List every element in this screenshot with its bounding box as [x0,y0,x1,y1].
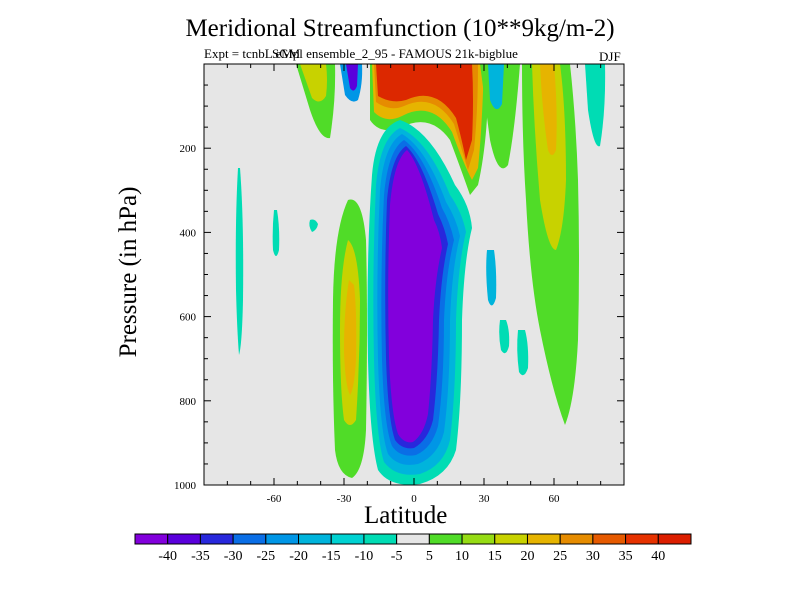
colorbar-swatch [625,533,659,545]
y-tick-label: 800 [180,396,197,408]
axis-ticks: -60 -30 0 30 60 200 400 600 800 1000 [174,64,624,505]
colorbar-label: 5 [426,549,433,564]
contour-layer [235,64,606,485]
colorbar-label: 20 [520,549,534,564]
colorbar-label: -35 [191,549,210,564]
colorbar-swatch [494,533,528,545]
contour-patch-minus55 [272,210,280,256]
contour-patch-plus32 [486,250,497,306]
colorbar-label: -25 [256,549,275,564]
colorbar-swatch [657,533,692,545]
x-tick-label: -60 [267,493,282,505]
contour-upper-right-blue [488,64,504,110]
colorbar-swatch [526,533,561,545]
contour-south-ferrel-orange [344,280,357,395]
y-tick-label: 1000 [174,480,197,492]
colorbar-swatch [134,533,169,545]
y-tick-label: 400 [180,227,197,239]
colorbar: -40 -35 -30 -25 -20 -15 -10 -5 5 10 15 20 25 30 35 40 [134,533,692,564]
x-tick-label: 60 [549,493,561,505]
y-tick-label: 600 [180,312,197,324]
chart-title: Meridional Streamfunction (10**9kg/m-2) [185,15,615,42]
contour-upper-neg-small-core [346,64,358,91]
colorbar-swatch [330,533,365,545]
colorbar-swatch [363,533,398,545]
colorbar-label: -20 [289,549,308,564]
colorbar-label: 25 [553,549,567,564]
colorbar-swatch [167,533,201,545]
season-label: DJF [599,49,621,64]
colorbar-label: 35 [619,549,633,564]
contour-south-polar-patch [235,168,244,355]
colorbar-label: 40 [651,549,665,564]
contour-upper-pos-red [376,64,473,160]
colorbar-label: 10 [455,549,469,564]
contour-hadley-core [388,150,442,443]
colorbar-swatch [265,533,300,545]
colorbar-swatch [232,533,267,545]
contour-north-polar [585,64,606,147]
colorbar-swatch [559,533,594,545]
x-tick-label: -30 [337,493,352,505]
contour-patch-plus38 [499,320,510,354]
contour-patch-minus40 [309,219,318,232]
contour-north-ferrel-orange [540,64,557,155]
x-tick-label: 30 [479,493,491,505]
colorbar-label: -30 [224,549,243,564]
colorbar-label: 30 [586,549,600,564]
colorbar-swatch [396,533,430,545]
colorbar-swatch [461,533,496,545]
colorbar-swatch [592,533,627,545]
chart-subtitle: Expt = tcnbL eMpl ensemble_2_95 - FAMOUS… [204,46,518,61]
y-tick-label: 200 [180,143,197,155]
contour-patch-plus42 [517,330,529,376]
colorbar-label: 15 [488,549,502,564]
colorbar-label: -10 [355,549,374,564]
colorbar-label: -15 [322,549,341,564]
x-axis-label: Latitude [364,502,448,529]
contour-north-ferrel-yellow [532,64,566,250]
colorbar-swatch [298,533,332,545]
colorbar-label: -5 [391,549,403,564]
chart-subtitle-overprint: SGM [272,46,301,61]
contour-upper-left-yellow [300,64,327,102]
x-tick-label: 0 [411,493,417,505]
colorbar-swatch [199,533,234,545]
colorbar-swatch [428,533,463,545]
colorbar-label: -40 [158,549,177,564]
